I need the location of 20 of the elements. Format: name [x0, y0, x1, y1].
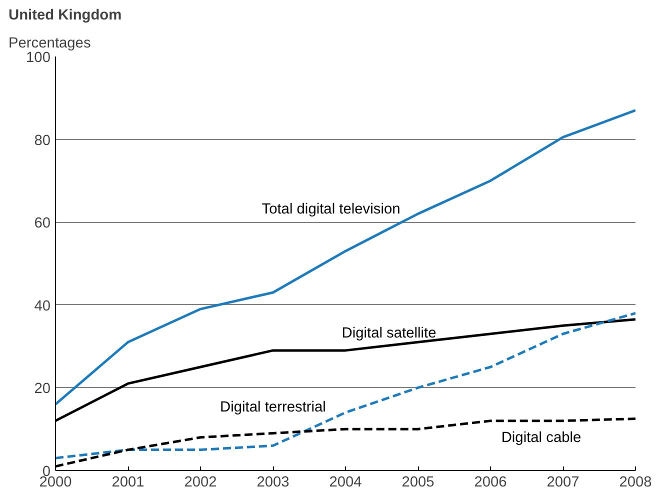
- series-label: Digital terrestrial: [220, 400, 326, 416]
- x-tick-label: 2004: [329, 474, 362, 490]
- x-tick-label: 2003: [256, 474, 290, 490]
- y-tick-label: 20: [34, 381, 51, 398]
- x-tick-label: 2001: [112, 474, 144, 490]
- y-tick-label: 40: [34, 298, 51, 314]
- x-tick-label: 2006: [474, 474, 507, 490]
- x-tick-label: 2007: [546, 474, 580, 490]
- series-label: Digital cable: [501, 430, 582, 446]
- y-tick-label: 100: [26, 50, 51, 66]
- series-label: Digital satellite: [342, 325, 436, 342]
- chart-subtitle: Percentages: [8, 36, 91, 52]
- x-tick-label: 2005: [402, 474, 434, 490]
- chart-title: United Kingdom: [8, 8, 122, 24]
- x-tick-label: 2002: [184, 474, 217, 490]
- line-series: [56, 312, 636, 460]
- y-tick-label: 80: [34, 132, 51, 149]
- y-tick-label: 60: [34, 216, 51, 232]
- x-tick-label: 2008: [619, 474, 652, 490]
- series-label: Total digital television: [262, 201, 400, 218]
